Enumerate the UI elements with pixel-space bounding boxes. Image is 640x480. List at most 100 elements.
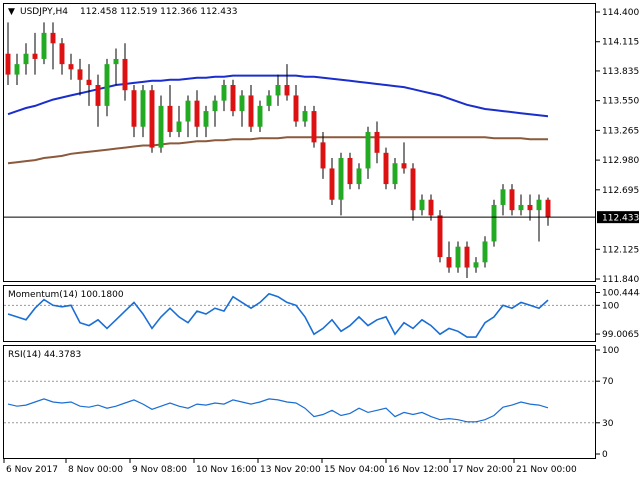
candle-body bbox=[257, 105, 263, 127]
candle-body bbox=[311, 111, 317, 143]
candle-body bbox=[14, 64, 20, 75]
momentum-indicator-title: Momentum(14) 100.1800 bbox=[8, 290, 124, 300]
candle-body bbox=[95, 85, 101, 106]
time-axis-label: 13 Nov 20:00 bbox=[260, 465, 321, 475]
price-axis-label: 111.840 bbox=[602, 275, 639, 285]
candle-body bbox=[446, 257, 452, 268]
candle-body bbox=[392, 163, 398, 185]
candle-body bbox=[383, 152, 389, 185]
candle-body bbox=[473, 262, 479, 268]
candle-body bbox=[50, 32, 56, 44]
rsi-axis-label: 30 bbox=[602, 419, 614, 429]
candle-body bbox=[149, 90, 155, 148]
candle-body bbox=[203, 111, 209, 127]
candle-body bbox=[356, 168, 362, 185]
candle-body bbox=[140, 90, 146, 127]
candle-body bbox=[491, 204, 497, 242]
candle-body bbox=[329, 168, 335, 200]
price-axis-label: 112.125 bbox=[602, 245, 639, 255]
candle-body bbox=[113, 58, 119, 65]
candle-body bbox=[158, 105, 164, 148]
momentum-line bbox=[7, 292, 549, 338]
momentum-axis-label: 100.4444 bbox=[602, 288, 640, 298]
time-axis-label: 17 Nov 20:00 bbox=[452, 465, 513, 475]
candle-body bbox=[518, 204, 524, 211]
candle-body bbox=[509, 189, 515, 211]
ma-slow-line bbox=[7, 136, 548, 165]
time-axis-label: 16 Nov 12:00 bbox=[388, 465, 449, 475]
candle-body bbox=[500, 189, 506, 205]
candle-body bbox=[437, 215, 443, 258]
candle-body bbox=[239, 95, 245, 112]
time-axis-label: 9 Nov 08:00 bbox=[132, 465, 187, 475]
candle-body bbox=[230, 85, 236, 112]
candle-body bbox=[194, 100, 200, 127]
candle-body bbox=[536, 199, 542, 211]
rsi-indicator-title: RSI(14) 44.3783 bbox=[8, 350, 81, 360]
candle-body bbox=[221, 85, 227, 101]
candle-body bbox=[176, 121, 182, 132]
rsi-pane: 100 70 30 0 bbox=[4, 346, 619, 460]
candle-body bbox=[212, 100, 218, 112]
candle-body bbox=[275, 85, 281, 96]
price-axis-label: 113.265 bbox=[602, 126, 639, 136]
candle-body bbox=[293, 95, 299, 122]
time-axis-label: 21 Nov 00:00 bbox=[516, 465, 577, 475]
rsi-axis-label: 100 bbox=[602, 346, 619, 356]
candle-body bbox=[374, 131, 380, 153]
rsi-pane-frame bbox=[3, 345, 596, 459]
price-pane: 114.400 114.115 113.835 113.550 113.265 112.9… bbox=[4, 8, 639, 285]
candle-body bbox=[284, 85, 290, 96]
time-axis-label: 10 Nov 16:00 bbox=[196, 465, 257, 475]
chart-header-ohlc: 112.458 112.519 112.366 112.433 bbox=[80, 7, 237, 17]
candle-body bbox=[167, 105, 173, 132]
candle-body bbox=[68, 64, 74, 70]
chart-header-symbol: USDJPY,H4 bbox=[20, 7, 68, 17]
candle-body bbox=[248, 95, 254, 127]
time-axis-label: 15 Nov 04:00 bbox=[324, 465, 385, 475]
candle-body bbox=[41, 32, 47, 59]
current-price-label: 112.433 bbox=[602, 214, 639, 224]
chart-header-arrow-icon[interactable]: ▼ bbox=[8, 7, 15, 17]
momentum-axis-label: 99.0065 bbox=[602, 330, 639, 340]
candle-body bbox=[401, 163, 407, 169]
time-axis-label: 8 Nov 00:00 bbox=[68, 465, 123, 475]
current-price-tag bbox=[597, 211, 639, 224]
price-pane-frame bbox=[3, 3, 596, 282]
candle-body bbox=[32, 53, 38, 59]
candle-body bbox=[527, 204, 533, 211]
rsi-axis-label: 0 bbox=[602, 450, 608, 460]
candle-body bbox=[185, 100, 191, 122]
candle-body bbox=[122, 58, 128, 91]
momentum-pane: 100.4444 100 99.0065 bbox=[4, 288, 640, 340]
candle-body bbox=[77, 69, 83, 80]
momentum-pane-frame bbox=[3, 285, 596, 342]
rsi-axis-label: 70 bbox=[602, 377, 614, 387]
momentum-axis-label: 100 bbox=[602, 301, 619, 311]
candle-body bbox=[59, 43, 65, 65]
candle-body bbox=[104, 64, 110, 106]
candle-body bbox=[410, 168, 416, 211]
time-axis: 6 Nov 2017 8 Nov 00:00 9 Nov 08:00 10 Nov 1… bbox=[3, 459, 577, 475]
candle-body bbox=[320, 142, 326, 169]
candle-body bbox=[428, 199, 434, 216]
price-axis-label: 114.400 bbox=[602, 8, 639, 18]
price-axis-label: 112.695 bbox=[602, 186, 639, 196]
price-axis-label: 113.835 bbox=[602, 67, 639, 77]
candle-body bbox=[365, 131, 371, 169]
candle-body bbox=[482, 241, 488, 263]
candle-body bbox=[545, 199, 551, 218]
candle-body bbox=[86, 79, 92, 86]
candle-body bbox=[419, 199, 425, 211]
time-axis-label: 6 Nov 2017 bbox=[6, 465, 58, 475]
candle-body bbox=[23, 53, 29, 65]
price-axis-label: 112.980 bbox=[602, 156, 639, 166]
candle-body bbox=[266, 95, 272, 106]
candle-body bbox=[338, 158, 344, 200]
rsi-line bbox=[7, 398, 549, 423]
candle-body bbox=[455, 246, 461, 268]
candle-body bbox=[5, 53, 11, 75]
price-axis-label: 113.550 bbox=[602, 97, 639, 107]
